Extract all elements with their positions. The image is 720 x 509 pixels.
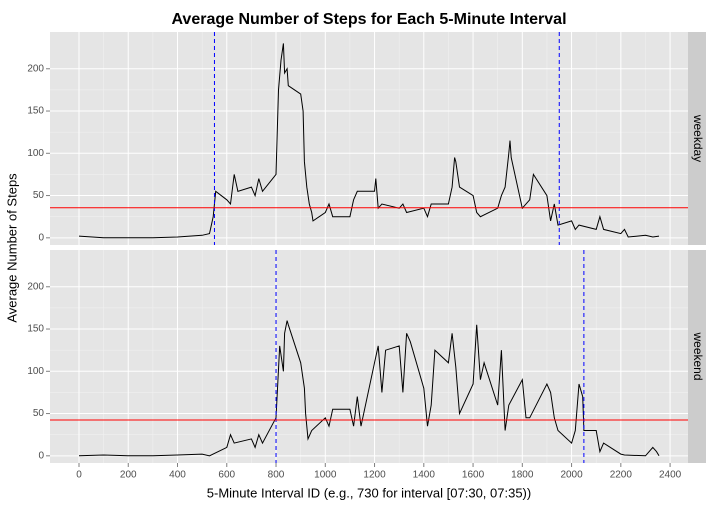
- x-tick-label: 200: [120, 470, 137, 481]
- line: [78, 43, 660, 239]
- panel-background: [50, 32, 688, 245]
- x-tick-label: 600: [218, 470, 235, 481]
- y-tick-label: 0: [38, 232, 44, 243]
- y-tick-label: 200: [27, 281, 44, 292]
- panel-background: [50, 250, 688, 463]
- y-axis-label: Average Number of Steps: [4, 173, 19, 323]
- y-tick-label: 0: [38, 450, 44, 461]
- chart-title: Average Number of Steps for Each 5-Minut…: [171, 11, 566, 28]
- y-tick-label: 50: [33, 408, 45, 419]
- x-tick-label: 400: [169, 470, 186, 481]
- y-tick-label: 150: [27, 324, 44, 335]
- strip-label: weekend: [691, 331, 705, 380]
- x-tick-label: 1400: [413, 470, 436, 481]
- strip: [688, 250, 706, 463]
- y-tick-label: 50: [33, 190, 45, 201]
- line: [78, 320, 660, 457]
- strip-label: weekday: [691, 114, 705, 162]
- x-axis-label: 5-Minute Interval ID (e.g., 730 for inte…: [207, 485, 531, 500]
- x-tick-label: 2000: [560, 470, 583, 481]
- y-tick-label: 200: [27, 63, 44, 74]
- x-tick-label: 800: [268, 470, 285, 481]
- x-tick-label: 1000: [314, 470, 337, 481]
- strip: [688, 32, 706, 245]
- x-tick-label: 0: [76, 470, 82, 481]
- y-tick-label: 100: [27, 366, 44, 377]
- y-tick-label: 150: [27, 106, 44, 117]
- x-tick-label: 2400: [659, 470, 682, 481]
- x-tick-label: 1600: [462, 470, 485, 481]
- x-tick-label: 1200: [363, 470, 386, 481]
- x-tick-label: 1800: [511, 470, 534, 481]
- x-tick-label: 2200: [610, 470, 633, 481]
- y-tick-label: 100: [27, 148, 44, 159]
